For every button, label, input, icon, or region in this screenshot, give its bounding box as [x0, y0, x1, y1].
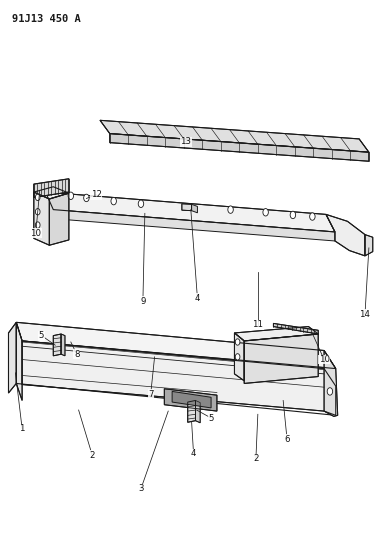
Text: 12: 12 — [91, 190, 102, 199]
Text: 3: 3 — [138, 484, 144, 493]
Circle shape — [35, 194, 40, 200]
Polygon shape — [182, 204, 192, 211]
Circle shape — [235, 339, 240, 345]
Circle shape — [310, 213, 315, 220]
Circle shape — [290, 211, 296, 219]
Circle shape — [35, 222, 40, 228]
Polygon shape — [34, 187, 69, 199]
Text: 1: 1 — [20, 424, 25, 433]
Circle shape — [111, 197, 117, 205]
Polygon shape — [244, 334, 318, 383]
Text: 4: 4 — [191, 449, 196, 458]
Text: 91J13 450 A: 91J13 450 A — [13, 14, 81, 24]
Circle shape — [235, 354, 240, 360]
Text: 4: 4 — [195, 294, 200, 303]
Polygon shape — [110, 134, 369, 161]
Text: 6: 6 — [284, 435, 290, 444]
Polygon shape — [192, 204, 197, 213]
Circle shape — [228, 206, 233, 213]
Polygon shape — [34, 179, 69, 197]
Text: 10: 10 — [319, 355, 330, 364]
Polygon shape — [16, 322, 336, 368]
Polygon shape — [53, 209, 335, 241]
Text: 10: 10 — [30, 229, 41, 238]
Polygon shape — [324, 351, 338, 416]
Text: 2: 2 — [253, 455, 258, 463]
Polygon shape — [196, 400, 200, 423]
Text: 7: 7 — [148, 390, 153, 399]
Polygon shape — [61, 334, 65, 356]
Polygon shape — [235, 333, 244, 381]
Text: 13: 13 — [180, 137, 191, 146]
Circle shape — [327, 387, 333, 395]
Polygon shape — [100, 120, 369, 152]
Polygon shape — [273, 324, 318, 334]
Text: 2: 2 — [90, 451, 95, 460]
Polygon shape — [365, 235, 373, 256]
Polygon shape — [172, 391, 211, 408]
Polygon shape — [164, 389, 217, 411]
Polygon shape — [188, 400, 196, 422]
Polygon shape — [235, 327, 318, 341]
Text: 11: 11 — [252, 320, 263, 329]
Circle shape — [68, 192, 74, 199]
Polygon shape — [45, 192, 335, 232]
Text: 9: 9 — [140, 296, 145, 305]
Text: 5: 5 — [39, 331, 44, 340]
Polygon shape — [53, 334, 61, 356]
Text: 8: 8 — [74, 350, 79, 359]
Text: 14: 14 — [359, 310, 371, 319]
Polygon shape — [9, 322, 16, 393]
Circle shape — [35, 208, 40, 215]
Circle shape — [84, 194, 89, 201]
Polygon shape — [16, 322, 22, 400]
Polygon shape — [326, 214, 365, 256]
Polygon shape — [22, 341, 336, 415]
Circle shape — [263, 208, 268, 216]
Polygon shape — [34, 192, 49, 245]
Text: 5: 5 — [208, 414, 214, 423]
Polygon shape — [49, 193, 69, 245]
Circle shape — [138, 200, 143, 207]
